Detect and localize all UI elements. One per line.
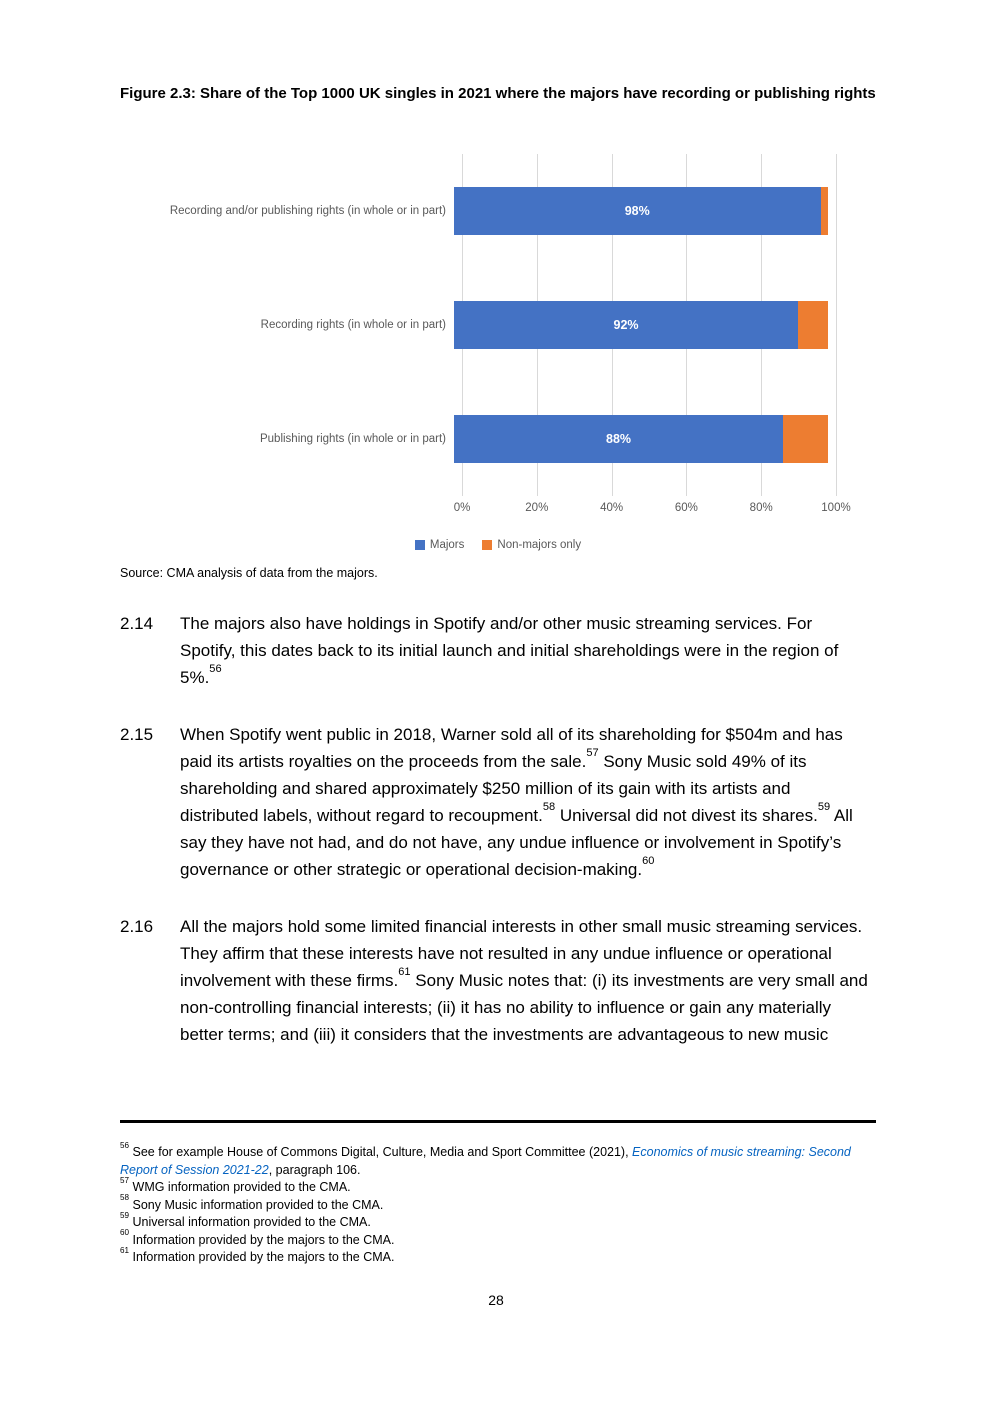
- paragraph-text-segment: Sony Music notes that: (i) its investmen…: [180, 971, 868, 1044]
- majors-bar: 92%: [454, 301, 799, 349]
- body-paragraphs: 2.14 The majors also have holdings in Spo…: [120, 610, 872, 1078]
- paragraph-text-segment: The majors also have holdings in Spotify…: [180, 614, 839, 687]
- paragraph-number: 2.14: [120, 614, 154, 633]
- non-majors-bar: [798, 301, 828, 349]
- footnote-number: 56: [120, 1140, 130, 1150]
- paragraph: 2.15 When Spotify went public in 2018, Wa…: [120, 721, 872, 883]
- footnote: 58 Sony Music information provided to th…: [120, 1194, 878, 1215]
- footnote-number: 57: [120, 1175, 130, 1185]
- non-majors-bar: [820, 187, 828, 235]
- bar-track: 92%: [454, 301, 828, 349]
- footnote: 60 Information provided by the majors to…: [120, 1229, 878, 1250]
- footnote-text: See for example House of Commons Digital…: [132, 1145, 633, 1159]
- legend-label: Majors: [429, 538, 465, 551]
- footnote-number: 58: [120, 1193, 130, 1203]
- footnote-rule: [120, 1120, 876, 1123]
- footnote-link[interactable]: Economics of music streaming: Second Rep…: [120, 1145, 851, 1177]
- paragraph: 2.16 All the majors hold some limited fin…: [120, 913, 872, 1048]
- chart-row: Publishing rights (in whole or in part) 8…: [120, 382, 876, 496]
- footnote: 61 Information provided by the majors to…: [120, 1245, 878, 1267]
- footnote-text: Universal information provided to the CM…: [132, 1215, 371, 1229]
- page-number: 28: [488, 1292, 504, 1308]
- chart-rows: Recording and/or publishing rights (in w…: [120, 154, 876, 496]
- footnote-reference: 60: [642, 854, 655, 867]
- footnote-reference: 58: [542, 800, 556, 813]
- paragraph-number: 2.15: [120, 725, 154, 744]
- footnote: 56 See for example House of Commons Digi…: [120, 1140, 878, 1179]
- chart-row: Recording rights (in whole or in part) 92…: [120, 268, 876, 382]
- chart-category-label: Publishing rights (in whole or in part): [259, 433, 446, 445]
- footnote-reference: 61: [398, 965, 411, 978]
- chart-category-label: Recording rights (in whole or in part): [260, 319, 446, 331]
- figure-source: Source: CMA analysis of data from the ma…: [120, 566, 378, 580]
- x-axis-tick-label: 60%: [674, 502, 698, 514]
- legend-label: Non-majors only: [497, 538, 582, 551]
- footnote-text: Information provided by the majors to th…: [132, 1232, 395, 1247]
- chart-plot-area: Recording and/or publishing rights (in w…: [120, 154, 876, 496]
- footnote: 57 WMG information provided to the CMA.: [120, 1175, 878, 1197]
- majors-bar: 98%: [454, 187, 821, 235]
- bar-value-label: 98%: [624, 204, 650, 218]
- paragraph-text-segment: Sony Music sold 49% of its shareholding …: [180, 752, 807, 825]
- legend-swatch: [414, 539, 425, 550]
- legend-swatch: [482, 539, 493, 550]
- footnote-number: 59: [120, 1210, 130, 1220]
- figure-title: Figure 2.3: Share of the Top 1000 UK sin…: [120, 85, 876, 102]
- legend-item: Non-majors only: [482, 537, 581, 552]
- footnote-reference: 57: [586, 746, 599, 759]
- x-axis-tick-label: 40%: [600, 502, 624, 514]
- x-axis-tick-label: 20%: [525, 502, 549, 514]
- paragraph-number: 2.16: [120, 917, 154, 936]
- paragraph-text-segment: Universal did not divest its shares.: [555, 806, 818, 825]
- gridline: [836, 154, 837, 496]
- paragraph-text-segment: All say they have not had, and do not ha…: [180, 806, 853, 879]
- bar-track: 88%: [454, 415, 828, 463]
- footnote-text: Sony Music information provided to the C…: [132, 1197, 384, 1212]
- bar-track: 98%: [454, 187, 828, 235]
- paragraph: 2.14 The majors also have holdings in Spo…: [120, 610, 872, 691]
- footnote-reference: 59: [817, 800, 831, 813]
- chart-row: Recording and/or publishing rights (in w…: [120, 154, 876, 268]
- footnotes: 56 See for example House of Commons Digi…: [120, 1140, 878, 1267]
- footnote-number: 61: [120, 1245, 130, 1255]
- footnote-text: Information provided by the majors to th…: [132, 1250, 395, 1264]
- chart-category-label: Recording and/or publishing rights (in w…: [169, 205, 446, 217]
- paragraph-text-segment: All the majors hold some limited financi…: [180, 917, 863, 990]
- legend-item: Majors: [414, 537, 465, 552]
- footnote-text: WMG information provided to the CMA.: [132, 1180, 351, 1194]
- bar-chart: Recording and/or publishing rights (in w…: [120, 140, 876, 552]
- x-axis-tick-label: 100%: [821, 502, 851, 514]
- bar-value-label: 88%: [606, 432, 632, 446]
- majors-bar: 88%: [454, 415, 784, 463]
- chart-legend: Majors Non-majors only: [120, 537, 876, 552]
- x-axis-tick-label: 80%: [749, 502, 773, 514]
- footnote: 59 Universal information provided to the…: [120, 1210, 878, 1232]
- x-axis-tick-label: 0%: [453, 502, 471, 514]
- footnote-number: 60: [120, 1228, 130, 1238]
- paragraph-text: The majors also have holdings in Spotify…: [180, 610, 872, 691]
- non-majors-bar: [783, 415, 828, 463]
- bar-value-label: 92%: [613, 318, 639, 332]
- footnote-text: , paragraph 106.: [268, 1162, 361, 1177]
- paragraph-text-segment: When Spotify went public in 2018, Warner…: [180, 725, 843, 771]
- x-axis: 0% 20% 40% 60% 80% 100%: [454, 502, 851, 517]
- paragraph-text: When Spotify went public in 2018, Warner…: [180, 721, 872, 883]
- footnote-reference: 56: [209, 662, 222, 675]
- paragraph-text: All the majors hold some limited financi…: [180, 913, 872, 1048]
